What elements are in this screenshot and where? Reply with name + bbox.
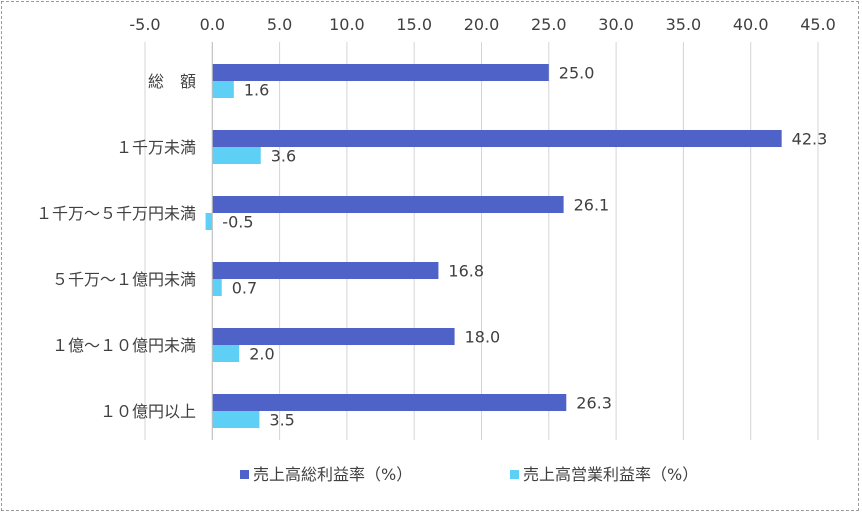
legend-label: 売上高営業利益率（%）	[523, 465, 698, 484]
category-label: １千万未満	[116, 138, 196, 157]
category-label: ５千万～１億円未満	[52, 270, 196, 289]
bar-gross-margin	[212, 196, 564, 213]
bar-operating-margin	[212, 345, 240, 362]
x-tick-label: -5.0	[129, 15, 160, 34]
bar-operating-margin	[212, 81, 234, 98]
data-label: 2.0	[249, 345, 274, 364]
x-tick-label: 30.0	[598, 15, 634, 34]
x-tick-label: 10.0	[329, 15, 365, 34]
bar-operating-margin	[205, 213, 213, 230]
x-tick-label: 20.0	[464, 15, 500, 34]
bar-gross-margin	[212, 328, 455, 345]
data-label: -0.5	[222, 213, 253, 232]
x-tick-label: 35.0	[666, 15, 702, 34]
data-label: 26.3	[576, 394, 612, 413]
data-label: 1.6	[244, 81, 269, 100]
bar-operating-margin	[212, 411, 260, 428]
legend-swatch	[510, 470, 519, 479]
bar-operating-margin	[212, 147, 261, 164]
category-label: １千万～５千万円未満	[36, 204, 196, 223]
x-tick-label: 5.0	[267, 15, 292, 34]
bar-operating-margin	[212, 279, 222, 296]
legend-swatch	[240, 470, 249, 479]
x-tick-label: 45.0	[800, 15, 836, 34]
data-label: 26.1	[574, 196, 610, 215]
legend-label: 売上高総利益率（%）	[253, 465, 412, 484]
data-label: 18.0	[465, 328, 501, 347]
category-label: １０億円以上	[100, 402, 196, 421]
data-label: 3.6	[271, 147, 296, 166]
category-label: 総 額	[148, 72, 196, 91]
x-tick-label: 15.0	[396, 15, 432, 34]
bar-gross-margin	[212, 262, 439, 279]
bar-gross-margin	[212, 64, 549, 81]
x-tick-label: 40.0	[733, 15, 769, 34]
data-label: 0.7	[232, 279, 257, 298]
category-label: １億～１０億円未満	[52, 336, 196, 355]
bar-gross-margin	[212, 394, 567, 411]
bar-gross-margin	[212, 130, 782, 147]
data-label: 3.5	[269, 411, 294, 430]
x-tick-label: 25.0	[531, 15, 567, 34]
data-label: 25.0	[559, 64, 595, 83]
data-label: 16.8	[448, 262, 484, 281]
data-label: 42.3	[792, 130, 828, 149]
x-tick-label: 0.0	[200, 15, 225, 34]
